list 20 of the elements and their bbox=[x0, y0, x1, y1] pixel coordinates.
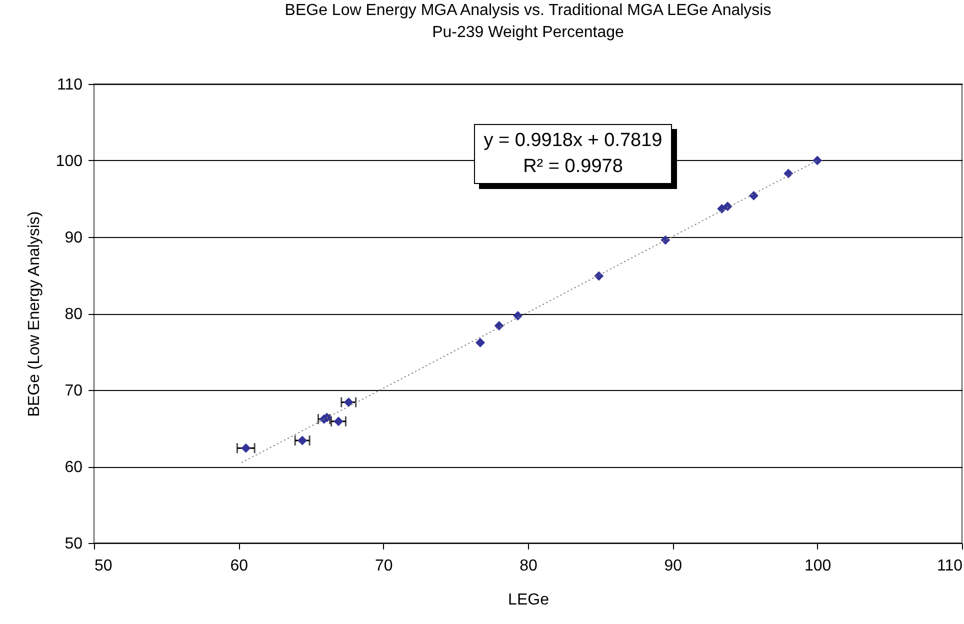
chart-title: BEGe Low Energy MGA Analysis vs. Traditional MGA LEGe Analysis bbox=[284, 2, 772, 19]
chart-subtitle: Pu-239 Weight Percentage bbox=[432, 24, 624, 41]
x-tick-label: 50 bbox=[94, 558, 112, 574]
y-axis-title: BEGe (Low Energy Analysis) bbox=[26, 211, 43, 417]
annotation: R² = 0.9978 bbox=[522, 155, 624, 179]
x-tick-label: 70 bbox=[374, 558, 393, 574]
x-axis-title: LEGe bbox=[508, 592, 550, 608]
y-tick-label: 50 bbox=[64, 536, 83, 552]
y-tick-label: 60 bbox=[64, 459, 83, 476]
x-tick-label: 60 bbox=[230, 558, 248, 574]
x-tick-label: 90 bbox=[664, 558, 682, 574]
x-tick-label: 80 bbox=[520, 558, 538, 574]
y-tick-label: 80 bbox=[64, 306, 83, 323]
x-tick-label: 100 bbox=[804, 558, 832, 574]
x-tick-label: 110 bbox=[936, 558, 963, 574]
annotation: y = 0.9918x + 0.7819 bbox=[482, 129, 664, 153]
y-tick-label: 110 bbox=[56, 76, 83, 94]
y-tick-label: 100 bbox=[56, 153, 83, 170]
y-tick-label: 90 bbox=[64, 230, 83, 246]
y-tick-label: 70 bbox=[64, 382, 83, 400]
